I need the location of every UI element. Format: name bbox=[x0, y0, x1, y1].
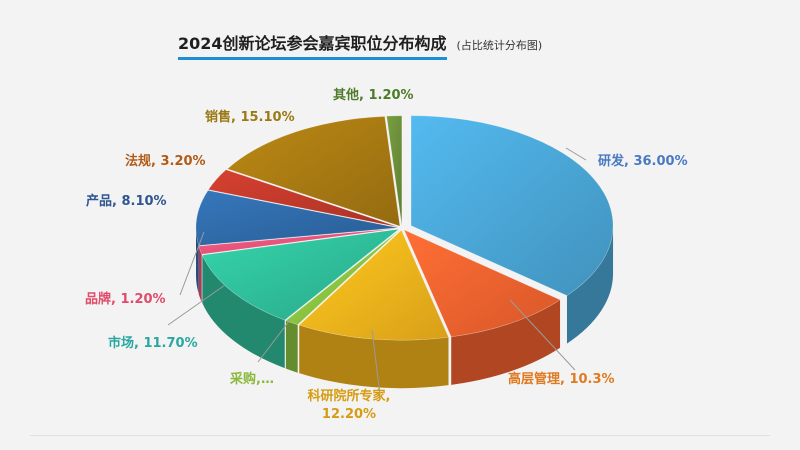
slice-label-1: 高层管理, 10.3% bbox=[508, 371, 615, 387]
leader-line-4 bbox=[167, 284, 226, 326]
pie-slice-4 bbox=[201, 228, 400, 321]
pie-slice-0 bbox=[410, 115, 614, 296]
chart-subtitle: (占比统计分布图) bbox=[456, 39, 543, 52]
slice-label-3: 采购,… bbox=[229, 371, 274, 387]
pie-slice-2 bbox=[298, 229, 449, 341]
bottom-divider bbox=[30, 435, 770, 436]
slice-label-5: 品牌, 1.20% bbox=[85, 291, 166, 307]
leader-line-3 bbox=[257, 319, 291, 363]
pie-slice-6 bbox=[195, 190, 399, 246]
pie-slice-9 bbox=[386, 115, 403, 226]
chart-title-group: 2024创新论坛参会嘉宾职位分布构成 (占比统计分布图) bbox=[178, 30, 542, 60]
slice-side-5 bbox=[198, 246, 202, 303]
slice-side-3 bbox=[285, 320, 298, 373]
slice-label-7: 法规, 3.20% bbox=[125, 153, 206, 169]
leader-lines bbox=[167, 147, 587, 396]
slice-label-4: 市场, 11.70% bbox=[108, 335, 198, 351]
pie-sides bbox=[196, 225, 614, 389]
slice-side-2 bbox=[299, 325, 449, 389]
slice-side-1 bbox=[451, 299, 561, 385]
pie-slice-3 bbox=[285, 229, 401, 326]
leader-line-2 bbox=[371, 329, 381, 396]
slice-label-2: 科研院所专家, 12.20% bbox=[308, 388, 391, 422]
slice-label-0: 研发, 36.00% bbox=[598, 153, 688, 169]
slice-label-8: 销售, 15.10% bbox=[205, 109, 295, 125]
leader-line-5 bbox=[179, 231, 205, 296]
pie-slice-7 bbox=[207, 169, 399, 228]
slice-side-4 bbox=[202, 255, 285, 369]
slice-label-9: 其他, 1.20% bbox=[333, 87, 414, 103]
pie-slices bbox=[195, 115, 614, 341]
leader-line-0 bbox=[565, 147, 587, 161]
slice-side-0 bbox=[566, 225, 614, 344]
slice-side-6 bbox=[196, 227, 199, 294]
leader-line-1 bbox=[509, 299, 576, 371]
slice-labels: 研发, 36.00% 高层管理, 10.3% 科研院所专家, 12.20% 采购,… 市场… bbox=[85, 87, 688, 422]
pie-slice-8 bbox=[226, 116, 401, 227]
chart-title: 2024创新论坛参会嘉宾职位分布构成 bbox=[178, 30, 447, 60]
slice-label-6: 产品, 8.10% bbox=[86, 193, 167, 209]
pie-slice-1 bbox=[403, 229, 561, 338]
